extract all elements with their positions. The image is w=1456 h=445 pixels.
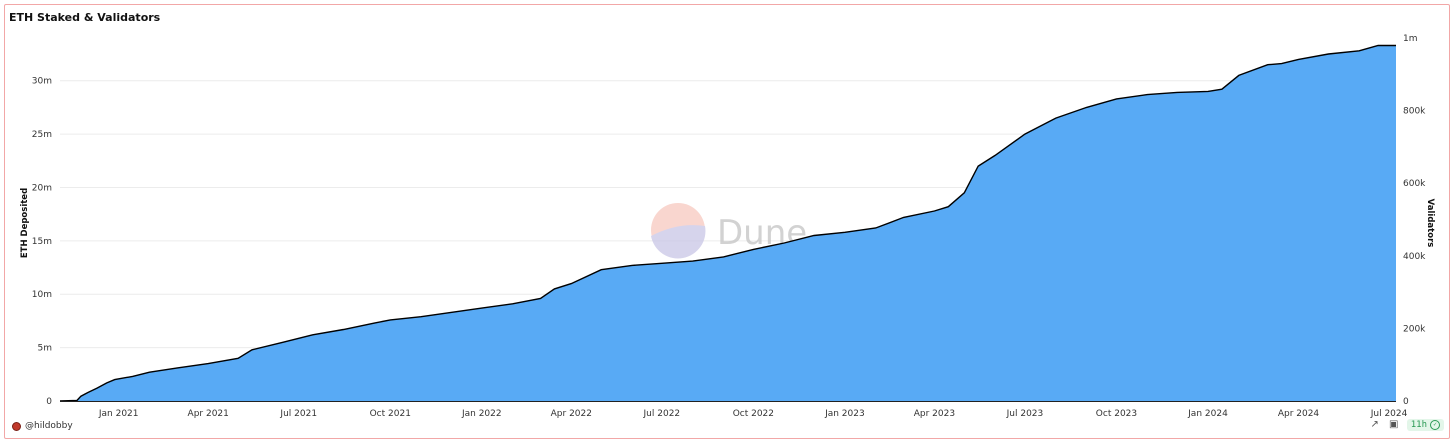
x-tick-label: Apr 2022 [551,409,592,419]
y-tick-label: 20m [32,183,52,193]
y-tick-label: 10m [32,290,52,300]
x-axis-ticks: Jan 2021 Apr 2021 Jul 2021 Oct 2021 Jan 2022… [98,409,1408,419]
x-tick-label: Oct 2022 [733,409,774,419]
y2-tick-label: 400k [1403,252,1426,262]
y-tick-label: 15m [32,237,52,247]
dune-logo-half [651,225,706,259]
share-icon[interactable]: ↗ [1370,419,1379,430]
eth-deposited-line [59,44,1396,402]
x-tick-label: Jul 2022 [643,409,681,419]
x-tick-label: Apr 2024 [1278,409,1320,419]
y-axis-ticks: 0 5m 10m 15m 20m 25m 30m [32,77,53,407]
y2-tick-label: 200k [1403,324,1426,334]
y-tick-label: 25m [32,130,52,140]
chart-title: ETH Staked & Validators [9,11,161,24]
x-tick-label: Jan 2023 [824,409,865,419]
age-text: 11h [1410,420,1427,430]
y-tick-label: 5m [38,344,53,354]
author[interactable]: @hildobby [12,421,73,431]
y2-tick-label: 0 [1403,397,1409,407]
x-tick-label: Jan 2021 [98,409,139,419]
check-icon: ✓ [1430,420,1440,430]
x-tick-label: Jul 2024 [1370,409,1408,419]
y2-axis-ticks: 0 200k 400k 600k 800k 1m [1403,34,1426,407]
y2-axis-label: Validators [1425,199,1435,248]
author-handle: @hildobby [25,421,73,431]
x-tick-label: Apr 2021 [188,409,229,419]
y2-tick-label: 600k [1403,179,1426,189]
y-tick-label: 0 [46,397,52,407]
camera-icon[interactable]: ▣ [1389,419,1399,430]
y-axis-label: ETH Deposited [20,188,30,258]
x-tick-label: Jan 2024 [1187,409,1228,419]
x-tick-label: Jul 2023 [1006,409,1044,419]
x-tick-label: Oct 2023 [1096,409,1137,419]
x-tick-label: Jan 2022 [461,409,502,419]
x-tick-label: Apr 2023 [914,409,955,419]
avatar-icon [12,421,21,431]
x-tick-label: Jul 2021 [279,409,317,419]
age-badge: 11h ✓ [1406,419,1444,431]
x-tick-label: Oct 2021 [370,409,411,419]
y-tick-label: 30m [32,77,52,87]
eth-deposited-area [60,45,1396,401]
y2-tick-label: 1m [1403,34,1418,44]
footer-actions: ↗ ▣ 11h ✓ [1369,419,1444,431]
y2-tick-label: 800k [1403,107,1426,117]
